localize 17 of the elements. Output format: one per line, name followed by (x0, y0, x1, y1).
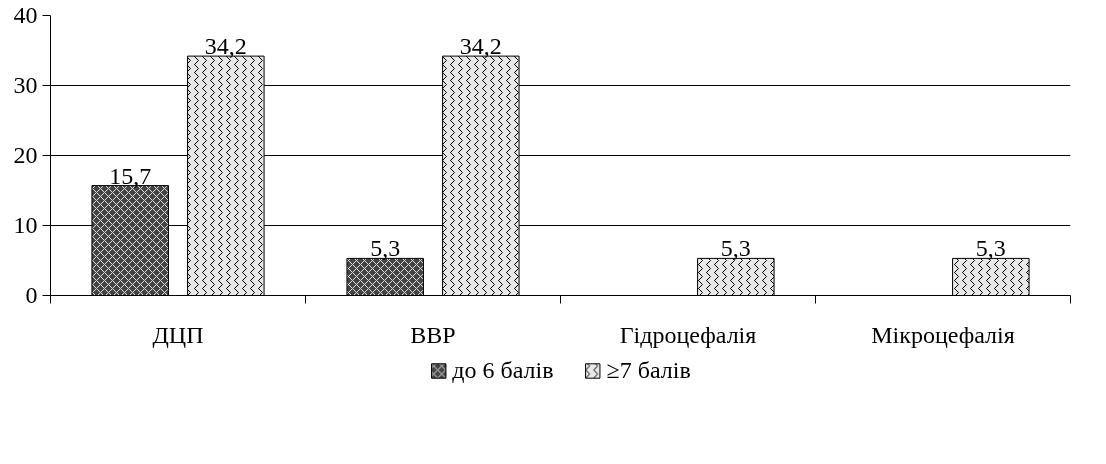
y-tick-label: 10 (13, 212, 38, 238)
x-tick-label: ВВР (410, 321, 456, 348)
x-tick-label: Гідроцефалія (619, 321, 757, 348)
data-label: 34,2 (459, 33, 502, 60)
data-label: 34,2 (204, 33, 247, 60)
legend-label: до 6 балів (452, 356, 554, 384)
y-tick-label: 0 (25, 282, 38, 308)
data-label: 15,7 (109, 162, 152, 189)
x-tick-label: ДЦП (152, 321, 204, 348)
data-label: 5,3 (370, 235, 401, 262)
data-label: 5,3 (975, 235, 1006, 262)
y-tick-label: 40 (13, 2, 38, 28)
y-tick-label: 20 (13, 142, 38, 168)
legend-label: ≥7 балів (606, 356, 691, 384)
data-label: 5,3 (720, 235, 751, 262)
y-tick-label: 30 (13, 72, 38, 98)
x-tick-label: Мікроцефалія (871, 321, 1015, 348)
